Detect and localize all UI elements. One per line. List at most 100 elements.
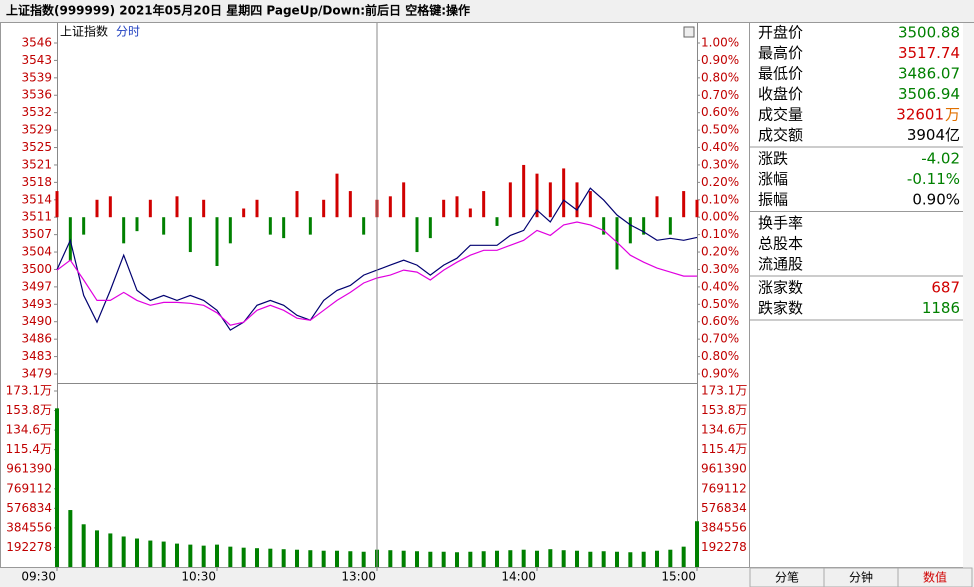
y2-tick-label: 384556	[701, 520, 747, 534]
y2-tick-label: 0.40%	[701, 140, 739, 154]
volume-bar	[348, 551, 353, 567]
tab[interactable]	[897, 567, 973, 587]
volume-bar	[361, 551, 366, 567]
title-bar	[0, 0, 974, 22]
breadth-bar	[508, 182, 512, 218]
tab-label[interactable]: 数值	[923, 570, 947, 585]
breadth-bar	[148, 199, 152, 218]
breadth-bar	[322, 199, 326, 218]
quote-value: 3517.74	[898, 44, 960, 62]
quote-value: 32601	[896, 106, 944, 124]
breadth-bar	[295, 191, 299, 218]
y2-tick-label: 0.90%	[701, 53, 739, 67]
volume-bar	[668, 549, 673, 567]
quote-label: 振幅	[758, 191, 788, 209]
y2-tick-label: 153.8万	[701, 403, 747, 417]
breadth-bar	[362, 217, 366, 235]
y2-tick-label: 1.00%	[701, 36, 739, 50]
y-tick-label: 3490	[21, 314, 52, 328]
breadth-bar	[175, 196, 179, 218]
y2-tick-label: 0.20%	[701, 175, 739, 189]
y-tick-label: 3511	[21, 210, 52, 224]
volume-bar	[161, 541, 166, 567]
volume-bar	[148, 540, 153, 567]
y-tick-label: 3529	[21, 123, 52, 137]
breadth-bar	[655, 196, 659, 218]
y2-tick-label: 961390	[701, 462, 747, 476]
breadth-bar	[82, 217, 86, 235]
breadth-bar	[228, 217, 232, 244]
volume-bar	[655, 550, 659, 567]
volume-bar	[468, 551, 473, 567]
volume-bar	[695, 521, 699, 567]
volume-bar	[188, 544, 193, 567]
volume-bar	[175, 543, 179, 567]
breadth-bar	[335, 173, 339, 218]
volume-bar	[121, 536, 126, 567]
y2-tick-label: 0.80%	[701, 70, 739, 84]
scrollbar[interactable]	[963, 23, 974, 568]
toggle-icon[interactable]	[683, 26, 695, 38]
volume-bar	[68, 510, 73, 567]
y2-tick-label: 192278	[701, 540, 747, 554]
volume-bar	[135, 538, 139, 567]
chart-mode[interactable]: 分时	[116, 25, 140, 39]
y2-tick-label: 134.6万	[701, 423, 747, 437]
y2-tick-label: 115.4万	[701, 442, 747, 456]
y-tick-label: 3536	[21, 88, 52, 102]
y-tick-label: 115.4万	[6, 442, 52, 456]
quote-label: 换手率	[758, 214, 803, 232]
quote-rows: 开盘价 3500.88 最高价 3517.74 最低价 3486.07 收盘价 3506.94…	[750, 24, 963, 321]
breadth-bar	[162, 217, 166, 235]
quote-value: -4.02	[921, 150, 960, 168]
breadth-bar	[135, 217, 139, 232]
y-tick-label: 3543	[21, 53, 52, 67]
volume-bar	[508, 550, 513, 567]
y-tick-label: 3507	[21, 227, 52, 241]
breadth-bar	[108, 196, 112, 218]
quote-label: 流通股	[758, 255, 803, 273]
breadth-bar	[95, 199, 99, 218]
volume-bar	[641, 551, 646, 567]
quote-label: 涨幅	[758, 170, 788, 188]
y2-tick-label: 0.20%	[701, 245, 739, 259]
breadth-bar	[468, 208, 472, 218]
breadth-bar	[602, 217, 606, 235]
quote-label: 开盘价	[758, 24, 803, 42]
breadth-bar	[642, 217, 646, 235]
tab-label[interactable]: 分笔	[775, 570, 799, 585]
quote-value: 3904亿	[907, 126, 960, 144]
y-tick-label: 173.1万	[6, 384, 52, 398]
volume-bar	[601, 551, 606, 567]
volume-bar	[441, 551, 446, 567]
chart-frame	[0, 22, 750, 568]
breadth-bar	[122, 217, 126, 244]
x-tick-label: 14:00	[501, 570, 536, 584]
volume-bar	[401, 550, 406, 567]
y2-tick-label: 0.70%	[701, 88, 739, 102]
y2-tick-label: 0.10%	[701, 227, 739, 241]
breadth-bar	[55, 191, 59, 218]
quote-label: 跌家数	[758, 299, 803, 317]
volume-bar	[335, 550, 339, 567]
y2-tick-label: 0.10%	[701, 192, 739, 206]
y-tick-label: 576834	[6, 501, 52, 515]
y2-tick-label: 0.30%	[701, 157, 739, 171]
quote-label: 涨家数	[758, 279, 803, 297]
breadth-bar	[562, 168, 566, 218]
volume-bar	[495, 550, 499, 567]
y-tick-label: 3500	[21, 262, 52, 276]
volume-bar	[561, 550, 566, 567]
volume-bar	[521, 549, 526, 567]
quote-label: 成交额	[758, 126, 803, 144]
quote-value: 687	[931, 279, 960, 297]
y-tick-label: 3486	[21, 332, 52, 346]
volume-bar	[428, 551, 433, 567]
breadth-bar	[682, 191, 686, 218]
volume-bar	[108, 533, 113, 567]
tab-label[interactable]: 分钟	[849, 570, 873, 585]
y-tick-label: 3532	[21, 105, 52, 119]
y-tick-label: 3546	[21, 36, 52, 50]
volume-bar	[95, 530, 99, 567]
